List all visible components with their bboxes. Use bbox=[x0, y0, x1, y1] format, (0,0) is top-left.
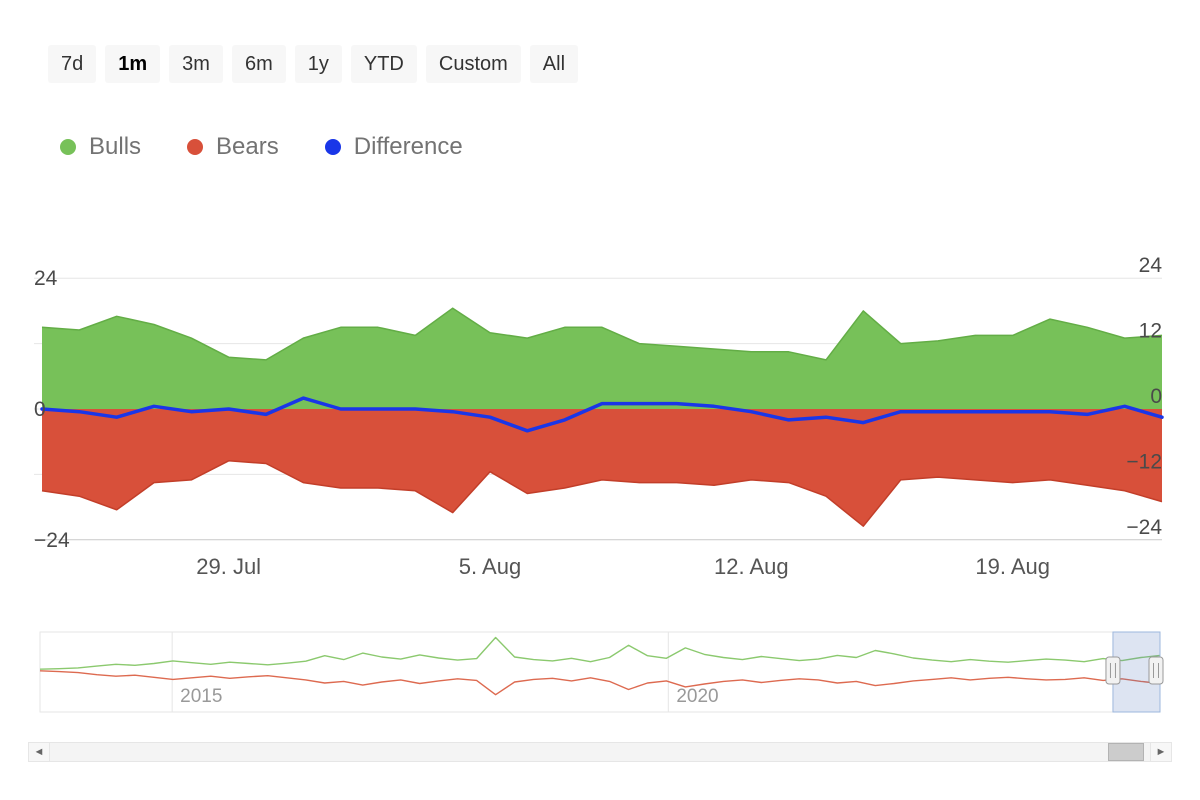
navigator-handle-right[interactable] bbox=[1148, 656, 1164, 685]
x-axis-label: 5. Aug bbox=[459, 554, 521, 579]
range-button-all[interactable]: All bbox=[529, 45, 579, 83]
range-button-6m[interactable]: 6m bbox=[231, 45, 286, 83]
bulls-area bbox=[42, 308, 1162, 409]
y-axis-label-left: 24 bbox=[34, 267, 58, 290]
difference-line bbox=[40, 396, 1164, 433]
range-selector: 7d 1m 3m 6m 1y YTD Custom All bbox=[48, 45, 1200, 83]
bears-edge-line bbox=[41, 460, 1163, 527]
scrollbar-track[interactable] bbox=[50, 742, 1150, 762]
navigator-bulls-line bbox=[39, 636, 1161, 670]
bulls-marker-icon bbox=[60, 139, 76, 155]
navigator-bears-line bbox=[39, 670, 1161, 696]
y-axis-label-right: 0 bbox=[1150, 385, 1162, 408]
legend-item-difference[interactable]: Difference bbox=[324, 133, 463, 161]
y-axis-label-left: −24 bbox=[34, 529, 70, 552]
x-axis-label: 12. Aug bbox=[714, 554, 789, 579]
legend-item-bears[interactable]: Bears bbox=[187, 133, 279, 161]
scrollbar-thumb[interactable] bbox=[1108, 743, 1145, 761]
range-button-ytd[interactable]: YTD bbox=[350, 45, 417, 83]
scrollbar-right-arrow-icon[interactable]: ► bbox=[1150, 742, 1172, 762]
navigator-handle-left[interactable] bbox=[1105, 656, 1121, 685]
range-button-1m[interactable]: 1m bbox=[105, 45, 161, 83]
y-axis-label-right: 24 bbox=[1139, 254, 1163, 277]
bulls-edge-line bbox=[41, 307, 1163, 361]
range-button-7d[interactable]: 7d bbox=[48, 45, 97, 83]
x-axis-label: 29. Jul bbox=[196, 554, 261, 579]
scrollbar-left-arrow-icon[interactable]: ◄ bbox=[28, 742, 50, 762]
y-axis-label-right: −24 bbox=[1126, 516, 1162, 539]
range-button-3m[interactable]: 3m bbox=[169, 45, 223, 83]
legend-label: Bears bbox=[216, 133, 279, 160]
y-axis-label-left: 0 bbox=[34, 398, 46, 421]
x-axis-label: 19. Aug bbox=[975, 554, 1050, 579]
navigator-year-label: 2015 bbox=[180, 686, 222, 707]
bears-marker-icon bbox=[187, 139, 204, 155]
main-chart[interactable]: 24 0 −24 24 12 0 −12 −24 29. Jul 5. Aug 12. Aug 19.… bbox=[0, 233, 1200, 585]
legend-item-bulls[interactable]: Bulls bbox=[60, 133, 141, 161]
bears-area bbox=[42, 409, 1162, 527]
scrollbar: ◄ ► bbox=[28, 742, 1172, 762]
y-axis-label-right: 12 bbox=[1139, 320, 1162, 343]
main-xaxis: 29. Jul 5. Aug 12. Aug 19. Aug bbox=[196, 554, 1050, 579]
legend-label: Difference bbox=[353, 133, 463, 160]
difference-marker-icon bbox=[324, 139, 341, 155]
navigator-year-label: 2020 bbox=[676, 686, 718, 707]
range-button-custom[interactable]: Custom bbox=[425, 45, 521, 83]
legend-label: Bulls bbox=[89, 133, 142, 160]
range-button-1y[interactable]: 1y bbox=[294, 45, 342, 83]
main-yaxis-left: 24 0 −24 bbox=[34, 267, 70, 552]
legend: Bulls Bears Difference bbox=[60, 133, 1200, 161]
main-yaxis-right: 24 12 0 −12 −24 bbox=[1126, 254, 1162, 539]
navigator-chart[interactable]: 2015 2020 bbox=[0, 630, 1200, 716]
y-axis-label-right: −12 bbox=[1126, 450, 1162, 473]
